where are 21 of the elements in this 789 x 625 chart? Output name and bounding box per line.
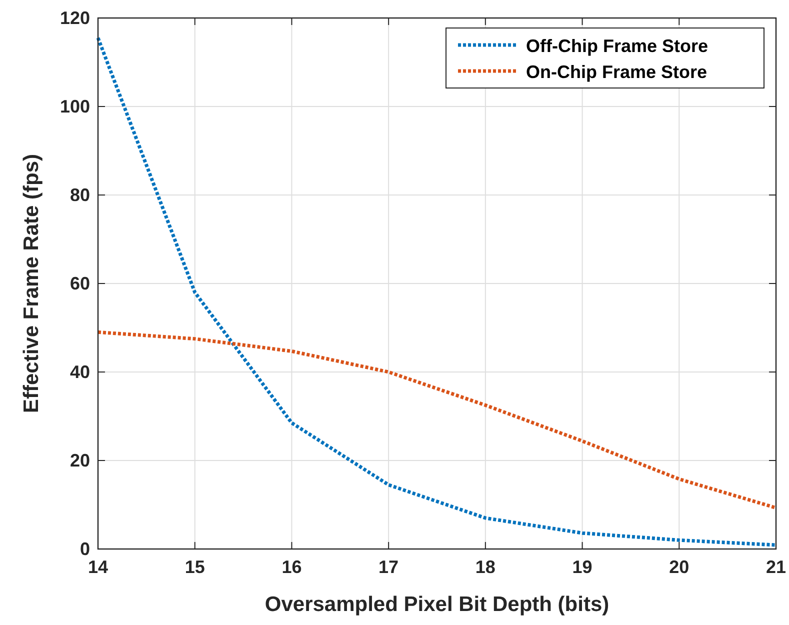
x-tick-label: 15 <box>184 557 205 577</box>
legend-label: On-Chip Frame Store <box>526 62 708 82</box>
line-series <box>96 330 778 510</box>
line-series <box>96 36 778 547</box>
x-tick-label: 17 <box>378 557 399 577</box>
x-tick-label: 19 <box>572 557 592 577</box>
x-tick-label: 18 <box>475 557 496 577</box>
y-tick-label: 0 <box>80 539 90 559</box>
x-tick-label: 21 <box>766 557 786 577</box>
legend-label: Off-Chip Frame Store <box>526 36 708 56</box>
x-tick-label: 16 <box>282 557 302 577</box>
y-tick-label: 120 <box>60 8 90 28</box>
y-tick-label: 20 <box>70 450 90 470</box>
y-tick-label: 60 <box>70 274 90 294</box>
x-tick-label: 20 <box>669 557 690 577</box>
x-axis-title: Oversampled Pixel Bit Depth (bits) <box>264 593 610 616</box>
y-tick-label: 40 <box>70 362 90 382</box>
x-tick-label: 14 <box>88 557 108 577</box>
y-tick-label: 80 <box>70 185 90 205</box>
y-axis-title: Effective Frame Rate (fps) <box>20 154 43 414</box>
y-tick-label: 100 <box>60 96 90 116</box>
